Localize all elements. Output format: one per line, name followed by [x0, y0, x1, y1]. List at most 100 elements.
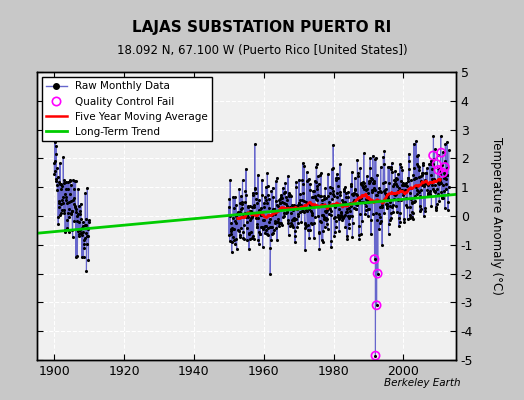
Point [329, 142, 337, 148]
Point [431, 188, 440, 195]
Point [64, 179, 72, 185]
Point [432, 204, 440, 210]
Point [435, 168, 443, 174]
Point [443, 139, 451, 145]
Point [382, 192, 390, 198]
Point [420, 212, 428, 219]
Point [436, 170, 444, 176]
Point [260, 217, 268, 224]
Point [420, 182, 428, 189]
Point [357, 195, 365, 202]
Point [369, 178, 378, 184]
Point [67, 211, 75, 218]
Point [79, 229, 88, 235]
Point [302, 223, 310, 230]
Point [346, 200, 354, 206]
Point [315, 228, 323, 235]
Point [248, 192, 257, 198]
Point [56, 160, 64, 166]
Point [273, 219, 281, 226]
Point [353, 192, 361, 198]
Point [355, 211, 364, 218]
Point [413, 188, 422, 194]
Point [411, 192, 420, 199]
Point [413, 186, 421, 193]
Point [59, 200, 67, 207]
Point [289, 207, 298, 213]
Point [241, 211, 249, 218]
Point [306, 227, 314, 233]
Point [235, 186, 244, 192]
Point [418, 170, 427, 176]
Point [303, 208, 311, 214]
Point [284, 173, 292, 179]
Point [332, 194, 341, 200]
Point [64, 199, 73, 206]
Point [294, 220, 303, 226]
Point [327, 238, 335, 245]
Point [334, 183, 342, 189]
Point [338, 214, 346, 220]
Point [227, 228, 236, 234]
Point [443, 191, 452, 198]
Point [291, 216, 300, 222]
Point [336, 208, 345, 215]
Point [263, 200, 271, 206]
Point [353, 156, 362, 163]
Point [403, 204, 411, 210]
Point [323, 226, 332, 232]
Point [73, 212, 81, 219]
Point [318, 211, 326, 218]
Point [70, 218, 79, 224]
Point [311, 177, 319, 184]
Point [237, 201, 246, 207]
Point [238, 177, 247, 184]
Text: Berkeley Earth: Berkeley Earth [385, 378, 461, 388]
Point [232, 213, 240, 220]
Point [419, 181, 428, 187]
Point [85, 217, 93, 223]
Point [295, 200, 303, 207]
Point [346, 181, 355, 187]
Point [259, 224, 268, 230]
Point [423, 182, 432, 188]
Point [258, 244, 267, 250]
Point [323, 207, 331, 213]
Point [341, 224, 350, 231]
Point [313, 186, 322, 192]
Point [418, 172, 426, 178]
Point [288, 216, 297, 222]
Point [370, 186, 379, 193]
Point [267, 224, 275, 230]
Point [323, 221, 331, 227]
Point [434, 180, 443, 187]
Point [396, 164, 405, 170]
Point [429, 185, 437, 192]
Point [391, 180, 400, 187]
Point [343, 235, 352, 242]
Point [401, 186, 410, 193]
Point [80, 237, 88, 243]
Point [62, 186, 70, 192]
Point [50, 170, 59, 177]
Point [368, 189, 376, 196]
Point [236, 206, 245, 212]
Point [256, 231, 264, 238]
Point [257, 224, 265, 230]
Point [331, 218, 340, 224]
Point [241, 210, 249, 216]
Point [330, 215, 338, 222]
Point [256, 205, 265, 211]
Point [405, 158, 413, 165]
Point [386, 199, 394, 206]
Point [360, 180, 368, 186]
Point [247, 214, 256, 220]
Point [278, 198, 286, 205]
Point [256, 208, 264, 214]
Legend: Raw Monthly Data, Quality Control Fail, Five Year Moving Average, Long-Term Tren: Raw Monthly Data, Quality Control Fail, … [42, 77, 212, 141]
Point [437, 189, 445, 196]
Point [244, 203, 252, 209]
Point [367, 231, 375, 237]
Point [264, 225, 272, 232]
Point [442, 175, 451, 182]
